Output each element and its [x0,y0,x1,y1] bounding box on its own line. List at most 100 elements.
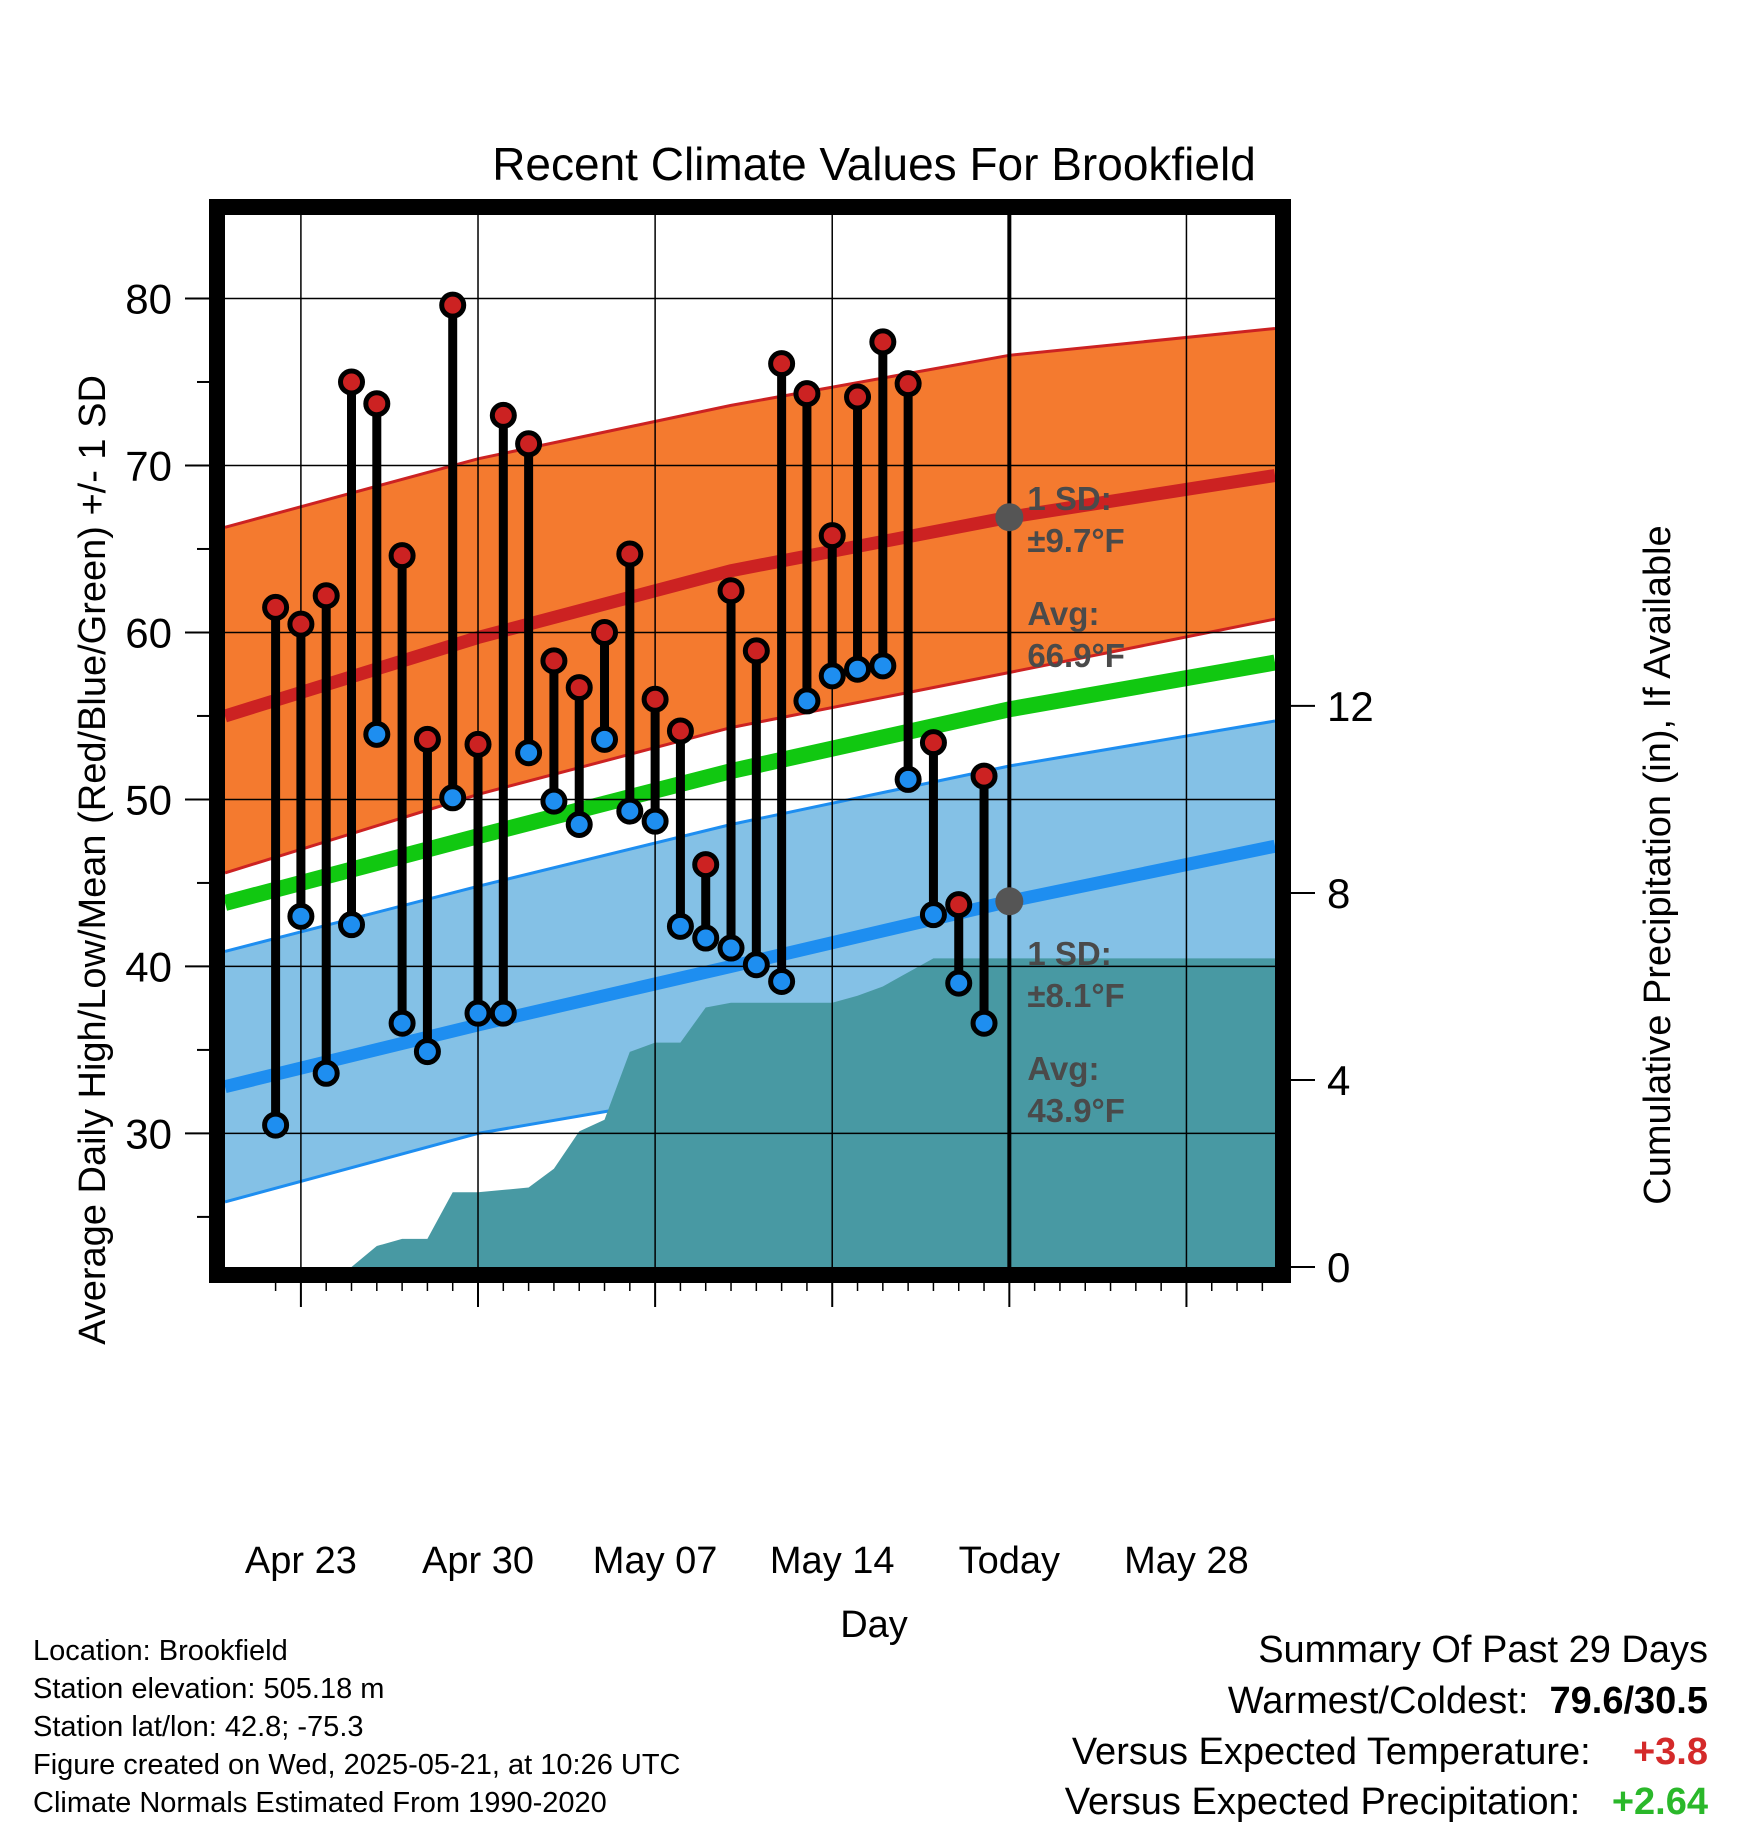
obs-low-point [540,787,568,815]
obs-low-point [869,652,897,680]
x-tick-label: May 14 [770,1540,895,1582]
obs-high-point [818,522,846,550]
created-text: Figure created on Wed, 2025-05-21, at 10… [33,1749,681,1781]
obs-high-point [844,383,872,411]
precip-value: +2.64 [1611,1781,1708,1823]
y-tick-label: 50 [125,776,172,823]
obs-high-point [413,725,441,753]
warm-cold-label: Warmest/Coldest: [1227,1680,1529,1722]
obs-low-point [970,1009,998,1037]
obs-high-point [287,610,315,638]
obs-high-point [945,891,973,919]
obs-high-point [338,368,366,396]
obs-low-point [616,797,644,825]
obs-low-point [844,655,872,683]
low-sd-value: ±8.1°F [1027,977,1124,1014]
elevation-text: Station elevation: 505.18 m [33,1673,385,1705]
location-text: Location: Brookfield [33,1635,288,1667]
obs-high-point [768,350,796,378]
y-axis-label: Average Daily High/Low/Mean (Red/Blue/Gr… [72,375,114,1345]
plot-inner: 1 SD: ±9.7°F Avg: 66.9°F 1 SD: ±8.1°F Avg: 43.9… [225,215,1275,1464]
obs-high-point [312,582,340,610]
low-avg-label: Avg: [1027,1050,1099,1087]
x-tick-label: Apr 30 [422,1540,534,1582]
temp-label: Versus Expected Temperature: [1071,1731,1591,1773]
obs-low-point [894,765,922,793]
warm-cold-value: 79.6/30.5 [1549,1680,1708,1722]
high-avg-label: Avg: [1027,595,1099,632]
obs-low-point [692,924,720,952]
obs-low-point [388,1009,416,1037]
precip-label: Versus Expected Precipitation: [1064,1781,1581,1823]
obs-low-point [945,969,973,997]
footer-metadata: Location: Brookfield Station elevation: … [33,1632,681,1822]
obs-high-point [717,577,745,605]
obs-high-point [970,762,998,790]
summary-heading: Summary Of Past 29 Days [1258,1629,1708,1671]
y-tick-label: 70 [125,442,172,489]
obs-low-point [515,739,543,767]
obs-low-point [717,934,745,962]
obs-low-point [565,810,593,838]
obs-low-point [591,725,619,753]
obs-low-point [413,1038,441,1066]
obs-low-point [666,912,694,940]
obs-high-point [666,717,694,745]
obs-high-point [616,540,644,568]
obs-low-point [641,807,669,835]
obs-high-point [742,637,770,665]
obs-low-point [742,951,770,979]
summary-precip-row: Versus Expected Precipitation: +2.64 [1065,1777,1708,1827]
summary-temp-row: Versus Expected Temperature: +3.8 [1065,1727,1708,1777]
obs-high-point [363,390,391,418]
obs-high-point [262,593,290,621]
plot-area: 1 SD: ±9.7°F Avg: 66.9°F 1 SD: ±8.1°F Avg: 43.9… [125,199,1374,1582]
today-days-label: Days [1021,1423,1107,1464]
high-sd-label: 1 SD: [1027,480,1111,517]
y2-tick-label: 0 [1327,1244,1350,1291]
obs-high-point [565,674,593,702]
y2-tick-label: 4 [1327,1057,1350,1104]
summary-block: Summary Of Past 29 Days Warmest/Coldest:… [1065,1625,1708,1827]
latlon-text: Station lat/lon: 42.8; -75.3 [33,1711,364,1743]
obs-low-point [338,911,366,939]
today-days-label: 30 [1021,1378,1061,1419]
obs-high-point [641,685,669,713]
chart-title: Recent Climate Values For Brookfield [492,138,1256,190]
obs-low-point [818,662,846,690]
obs-low-point [363,720,391,748]
obs-high-point [489,401,517,429]
summary-warm-cold-row: Warmest/Coldest: 79.6/30.5 [1065,1675,1708,1727]
obs-high-point [692,851,720,879]
obs-high-point [464,730,492,758]
obs-low-point [768,967,796,995]
normals-text: Climate Normals Estimated From 1990-2020 [33,1787,607,1819]
precip-area [225,958,1275,1267]
x-axis-label: Day [840,1604,908,1646]
low-sd-label: 1 SD: [1027,935,1111,972]
obs-low-point [793,687,821,715]
low-avg-value: 43.9°F [1027,1092,1125,1129]
today-low-avg-marker [995,887,1024,916]
y-tick-label: 40 [125,943,172,990]
obs-low-point [439,784,467,812]
today-high-avg-marker [995,503,1024,532]
obs-high-point [793,380,821,408]
obs-low-point [464,999,492,1027]
obs-high-point [919,729,947,757]
x-tick-label: Today [959,1540,1060,1582]
obs-high-point [894,370,922,398]
high-avg-value: 66.9°F [1027,637,1125,674]
high-avg-line [225,469,1275,723]
x-tick-label: Apr 23 [245,1540,357,1582]
y-tick-label: 60 [125,609,172,656]
obs-high-point [388,542,416,570]
obs-high-point [515,430,543,458]
obs-low-point [919,901,947,929]
x-tick-label: May 28 [1124,1540,1249,1582]
obs-low-point [262,1111,290,1139]
temp-value: +3.8 [1632,1731,1708,1773]
y-tick-label: 80 [125,275,172,322]
high-sd-value: ±9.7°F [1027,522,1124,559]
